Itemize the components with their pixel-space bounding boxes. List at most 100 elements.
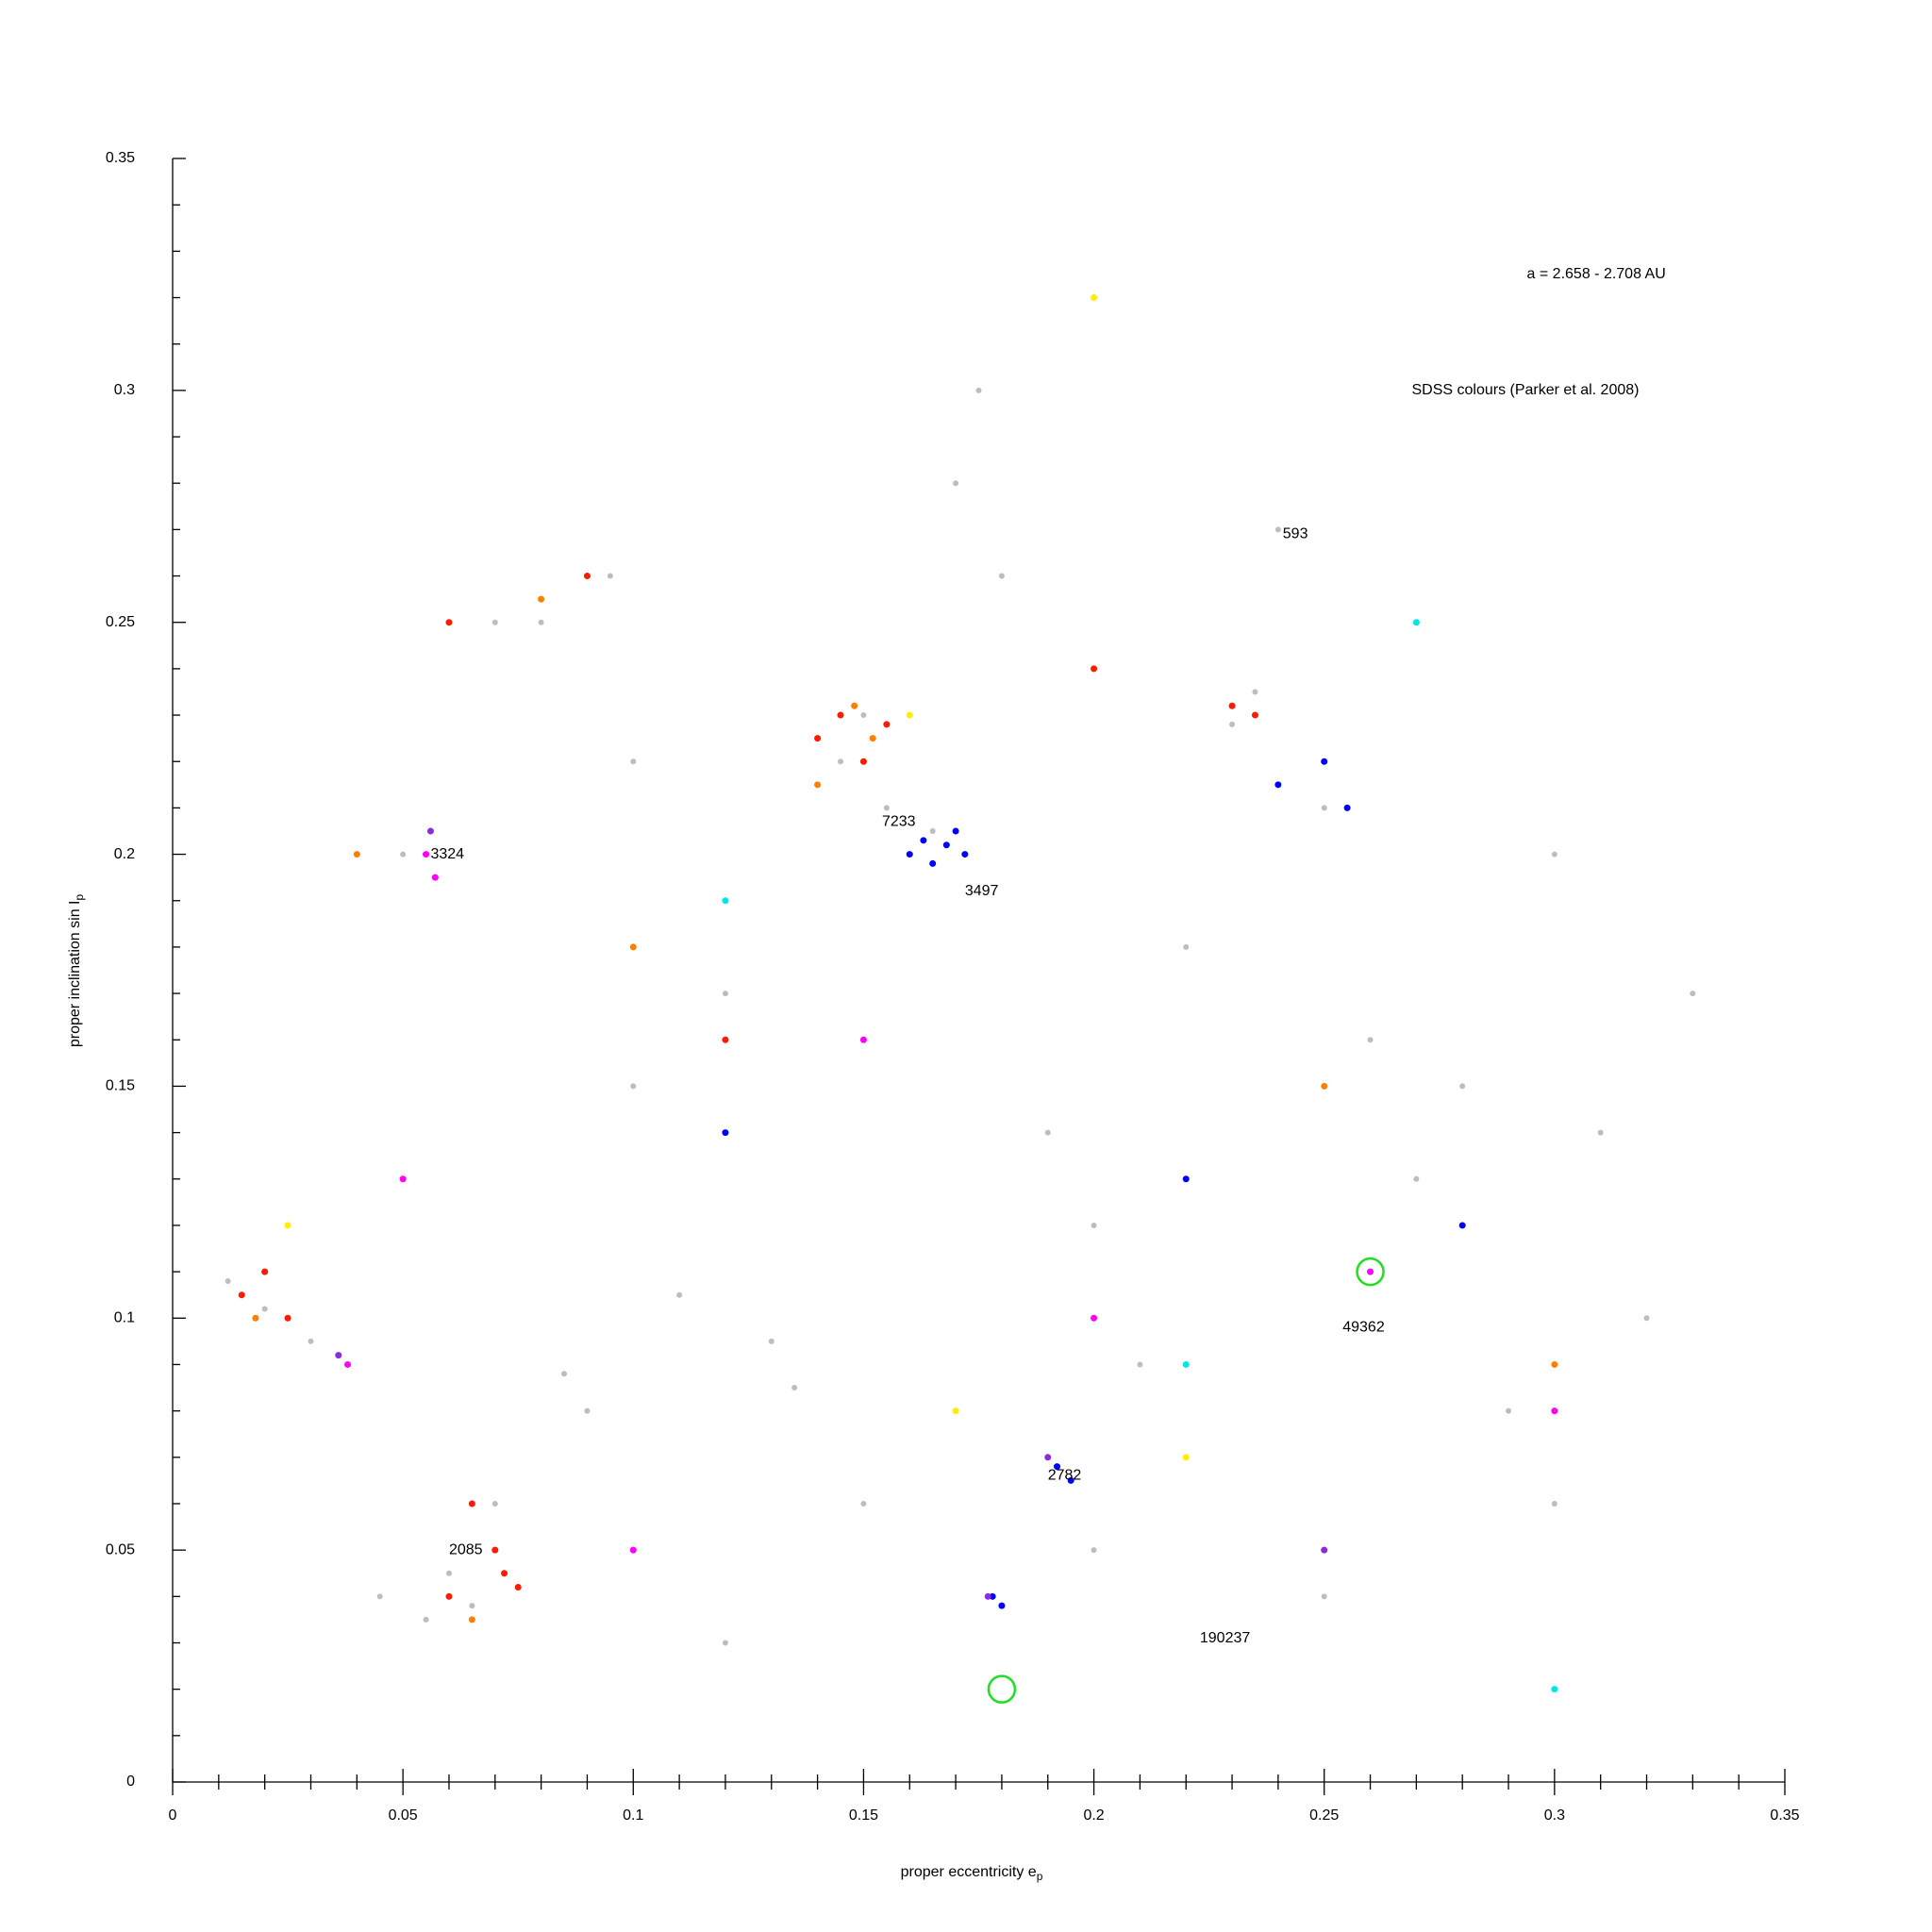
scatter-point	[722, 1036, 729, 1043]
scatter-point	[1044, 1454, 1052, 1461]
scatter-point	[1643, 1315, 1650, 1322]
y-tick-label: 0.35	[106, 150, 135, 166]
scatter-point	[1413, 1175, 1420, 1182]
scatter-point	[1506, 1407, 1512, 1414]
scatter-point	[838, 758, 844, 765]
annotation: 7233	[882, 813, 916, 829]
scatter-point	[1182, 1454, 1190, 1461]
scatter-point	[906, 851, 913, 858]
scatter-point	[1690, 991, 1696, 997]
scatter-point	[1551, 1686, 1558, 1693]
scatter-point	[722, 1129, 729, 1137]
annotation: 2782	[1048, 1468, 1082, 1484]
x-tick-label: 0	[169, 1807, 177, 1824]
scatter-point	[1321, 1546, 1328, 1554]
scatter-point	[491, 1546, 499, 1554]
scatter-point	[1251, 711, 1258, 719]
x-axis-label: proper eccentricity ep	[901, 1864, 1043, 1883]
scatter-point	[423, 1616, 429, 1623]
y-tick-label: 0.3	[114, 382, 135, 398]
scatter-point	[399, 1175, 407, 1183]
scatter-point	[1182, 1360, 1190, 1368]
scatter-point	[953, 480, 959, 487]
x-tick-label: 0.05	[389, 1807, 418, 1824]
scatter-point	[335, 1352, 342, 1359]
scatter-point	[722, 897, 729, 905]
scatter-point	[975, 387, 982, 393]
scatter-point	[1412, 619, 1420, 626]
scatter-point	[501, 1570, 508, 1577]
scatter-point	[1597, 1129, 1604, 1136]
scatter-point	[400, 851, 407, 858]
scatter-point	[768, 1338, 774, 1344]
scatter-point	[561, 1371, 568, 1377]
scatter-point	[1274, 781, 1282, 789]
scatter-point	[238, 1291, 245, 1299]
annotation: 3324	[430, 846, 464, 862]
scatter-point	[261, 1268, 269, 1275]
scatter-point	[629, 1546, 637, 1554]
scatter-point	[1091, 294, 1098, 302]
scatter-point	[344, 1360, 352, 1368]
scatter-point	[1367, 1268, 1374, 1275]
scatter-point	[468, 1500, 475, 1507]
scatter-point	[1367, 1037, 1374, 1043]
scatter-point	[860, 712, 867, 719]
x-tick-label: 0.2	[1083, 1807, 1104, 1824]
y-tick-label: 0.15	[106, 1078, 135, 1094]
scatter-point	[630, 1083, 637, 1090]
y-axis-label: proper inclination sin Ip	[67, 894, 86, 1048]
scatter-point	[1137, 1361, 1143, 1368]
scatter-point	[469, 1603, 475, 1609]
annotation: a = 2.658 - 2.708 AU	[1527, 266, 1666, 282]
scatter-point	[1182, 1175, 1190, 1183]
x-tick-label: 0.25	[1309, 1807, 1339, 1824]
scatter-point	[998, 1602, 1006, 1609]
scatter-point	[583, 573, 591, 580]
scatter-point	[1054, 1463, 1061, 1471]
y-tick-label: 0.1	[114, 1310, 135, 1326]
scatter-point	[851, 702, 858, 709]
scatter-point	[630, 758, 637, 765]
scatter-point	[869, 735, 876, 742]
scatter-point	[514, 1583, 522, 1591]
highlight-circle	[1356, 1257, 1385, 1287]
scatter-point	[353, 851, 360, 858]
scatter-point	[468, 1616, 475, 1624]
scatter-point	[1091, 665, 1098, 673]
scatter-point	[1183, 943, 1190, 950]
annotation: 2085	[449, 1541, 483, 1557]
x-tick-label: 0.3	[1544, 1807, 1565, 1824]
scatter-point	[676, 1291, 683, 1298]
scatter-point	[952, 1407, 959, 1415]
scatter-point	[629, 943, 637, 951]
scatter-point	[814, 781, 822, 789]
scatter-point	[1274, 526, 1281, 533]
scatter-point	[607, 573, 613, 579]
scatter-point	[952, 827, 959, 835]
scatter-point	[1459, 1083, 1466, 1090]
highlight-circle	[987, 1674, 1017, 1704]
scatter-point	[883, 805, 890, 811]
scatter-point	[1252, 689, 1258, 695]
scatter-point	[859, 1036, 867, 1043]
x-tick-label: 0.1	[623, 1807, 643, 1824]
scatter-point	[837, 711, 844, 719]
scatter-point	[491, 619, 498, 625]
scatter-point	[929, 827, 936, 834]
scatter-point	[538, 619, 544, 625]
x-tick-label: 0.15	[849, 1807, 878, 1824]
scatter-point	[1321, 1593, 1327, 1600]
scatter-point	[984, 1592, 991, 1600]
annotation: SDSS colours (Parker et al. 2008)	[1411, 382, 1639, 398]
scatter-point	[445, 1570, 452, 1576]
x-tick-label: 0.35	[1770, 1807, 1799, 1824]
scatter-point	[445, 1592, 453, 1600]
scatter-point	[1551, 1500, 1557, 1507]
scatter-point	[998, 573, 1005, 579]
scatter-point	[860, 1500, 867, 1507]
y-tick-label: 0.2	[114, 846, 135, 862]
scatter-point	[1229, 721, 1236, 727]
scatter-point	[1067, 1476, 1074, 1484]
